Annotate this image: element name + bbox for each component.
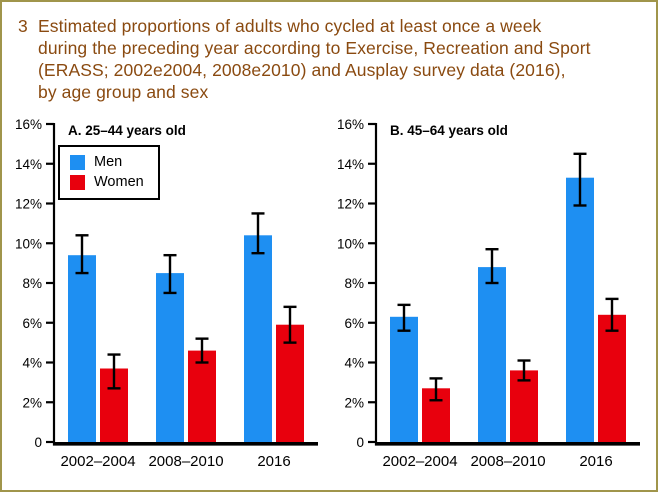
x-category-label: 2002–2004 [382, 453, 457, 470]
bar-men-0 [68, 255, 96, 442]
y-tick-label: 8% [344, 276, 364, 291]
women-color-swatch-icon [70, 174, 85, 190]
y-tick-label: 4% [22, 356, 42, 371]
panel-title: B. 45–64 years old [390, 123, 508, 138]
x-category-label: 2008–2010 [470, 453, 545, 470]
y-tick-label: 16% [15, 117, 42, 132]
chart-svg: 2002–2004 2008–2010 2016 0 2% 4% 6% 8% 10% 12% 14%… [15, 117, 318, 470]
figure-title-line: during the preceding year according to E… [38, 38, 591, 58]
y-tick-label: 12% [15, 197, 42, 212]
bar-men-0 [390, 316, 418, 442]
x-category-label: 2016 [579, 453, 612, 470]
y-tick-label: 4% [344, 356, 364, 371]
y-tick-label: 6% [344, 316, 364, 331]
men-color-swatch-icon [70, 154, 85, 170]
y-tick-label: 10% [337, 236, 364, 251]
y-tick-label: 10% [15, 236, 42, 251]
y-tick-label: 12% [337, 197, 364, 212]
y-tick-label: 8% [22, 276, 42, 291]
panel-b-45-64: 2002–2004 2008–2010 2016 0 2% 4% 6% 8% 10% 12% 14%… [330, 110, 652, 482]
legend-label-men: Men [94, 154, 123, 170]
figure-title: 3 Estimated proportions of adults who cy… [18, 15, 642, 103]
panel-title: A. 25–44 years old [68, 123, 186, 138]
figure-title-text: Estimated proportions of adults who cycl… [38, 15, 642, 103]
y-tick-label: 0 [34, 435, 42, 450]
figure-number: 3 [18, 16, 28, 36]
bar-women-2 [276, 324, 304, 442]
y-tick-label: 16% [337, 117, 364, 132]
y-tick-label: 6% [22, 316, 42, 331]
bar-men-1 [156, 273, 184, 442]
y-tick-label: 2% [344, 395, 364, 410]
bar-men-2 [244, 235, 272, 442]
figure-title-line: Estimated proportions of adults who cycl… [38, 16, 542, 36]
bar-women-1 [510, 370, 538, 442]
y-tick-label: 2% [22, 395, 42, 410]
y-tick-label: 14% [337, 157, 364, 172]
x-category-label: 2002–2004 [60, 453, 135, 470]
x-category-label: 2016 [257, 453, 290, 470]
y-tick-label: 14% [15, 157, 42, 172]
legend-label-women: Women [94, 174, 144, 190]
bar-men-2 [566, 177, 594, 442]
figure-title-line: (ERASS; 2002e2004, 2008e2010) and Auspla… [38, 60, 566, 80]
charts-row: Men Women 2002–2004 2008–2010 2016 0 2% 4% 6% 8… [2, 110, 656, 482]
legend: Men Women [58, 145, 160, 200]
chart-svg: 2002–2004 2008–2010 2016 0 2% 4% 6% 8% 10% 12% 14%… [337, 117, 640, 470]
panel-a-25-44: Men Women 2002–2004 2008–2010 2016 0 2% 4% 6% 8… [8, 110, 330, 482]
legend-item-women: Women [70, 174, 144, 190]
y-tick-label: 0 [356, 435, 364, 450]
bar-women-1 [188, 350, 216, 442]
bar-women-2 [598, 314, 626, 442]
figure-title-line: by age group and sex [38, 82, 209, 102]
bar-men-1 [478, 267, 506, 442]
x-category-label: 2008–2010 [148, 453, 223, 470]
legend-item-men: Men [70, 154, 144, 170]
